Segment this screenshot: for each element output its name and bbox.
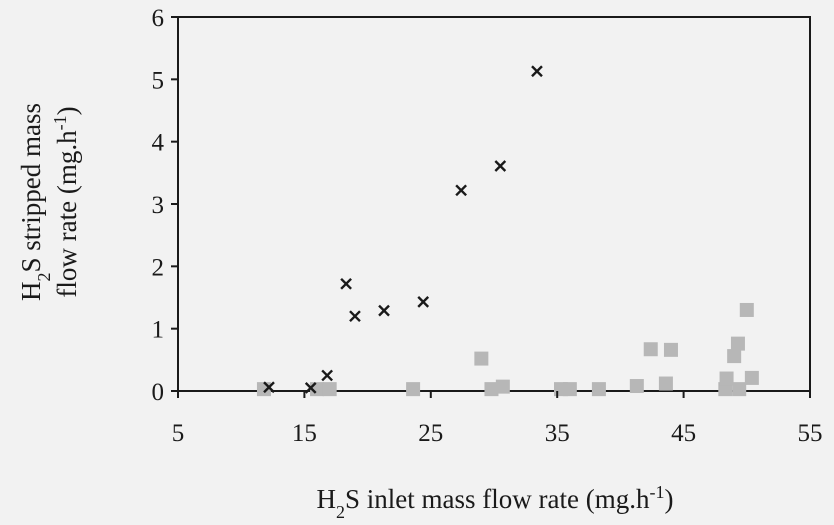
data-point-square <box>643 342 658 357</box>
plot-frame <box>177 16 811 392</box>
data-point-cross <box>304 382 317 394</box>
data-point-square <box>719 371 734 386</box>
data-point-square <box>744 370 759 385</box>
data-point-cross <box>349 310 361 323</box>
data-point-square <box>474 351 489 366</box>
y-tick-label: 6 <box>152 5 165 32</box>
y-tick-label: 3 <box>152 192 165 219</box>
data-point-cross <box>531 65 543 78</box>
data-point-square <box>730 336 745 351</box>
data-point-square <box>406 382 421 397</box>
data-point-cross <box>494 160 507 172</box>
data-point-square <box>732 382 747 397</box>
data-point-cross <box>417 296 430 308</box>
data-point-cross <box>340 277 352 290</box>
data-point-cross <box>455 184 467 197</box>
data-point-cross <box>321 369 334 382</box>
x-axis-title: H2S inlet mass flow rate (mg.h-1) <box>317 482 674 522</box>
x-tick-label: 15 <box>292 420 317 447</box>
y-tick-label: 2 <box>152 254 165 281</box>
x-tick-label: 35 <box>545 420 570 447</box>
x-tick-label: 5 <box>172 420 185 447</box>
data-point-square <box>718 382 733 397</box>
plot-area <box>177 16 811 392</box>
y-tick-label: 4 <box>152 130 165 157</box>
data-point-square <box>495 379 510 394</box>
data-point-square <box>322 382 337 397</box>
data-point-square <box>727 349 742 364</box>
markers-layer <box>256 65 759 397</box>
y-axis-title-line1: H2S stripped mass <box>16 103 54 301</box>
data-point-square <box>739 302 754 317</box>
y-tick-label: 1 <box>152 317 165 344</box>
y-tick-label: 5 <box>152 67 165 94</box>
data-point-square <box>629 379 644 394</box>
x-tick-label: 55 <box>798 420 823 447</box>
data-point-square <box>484 382 499 397</box>
x-tick-label: 25 <box>418 420 443 447</box>
y-axis-title-line2: flow rate (mg.h-1) <box>50 106 82 297</box>
data-point-square <box>663 342 678 357</box>
x-tick-label: 45 <box>671 420 696 447</box>
data-point-square <box>256 382 271 397</box>
y-tick-label: 0 <box>152 379 165 406</box>
data-point-square <box>591 382 606 397</box>
data-point-cross <box>263 381 275 394</box>
data-point-square <box>658 376 673 391</box>
data-point-cross <box>378 304 390 317</box>
data-point-square <box>562 382 577 397</box>
